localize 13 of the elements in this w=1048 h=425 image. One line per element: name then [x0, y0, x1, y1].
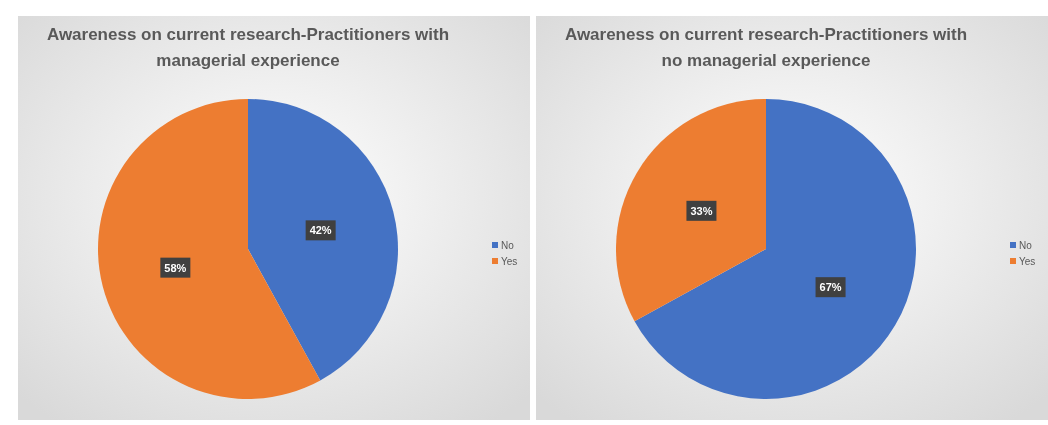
- legend-label: No: [501, 240, 515, 251]
- pie-slice: [248, 99, 398, 381]
- data-label: 58%: [164, 261, 187, 274]
- pie-slice: [634, 99, 916, 399]
- legend-label: No: [1019, 240, 1033, 251]
- data-label: 42%: [309, 224, 332, 237]
- data-label: 67%: [819, 281, 842, 294]
- chart-title: Awareness on current research-Practitioners with no managerial experience: [564, 25, 968, 70]
- legend-label: Yes: [501, 256, 518, 267]
- chart-title: Awareness on current research-Practitioners with managerial experience: [46, 25, 450, 70]
- data-label: 33%: [690, 204, 713, 217]
- legend-label: Yes: [1019, 256, 1036, 267]
- pie-slice: [616, 99, 766, 322]
